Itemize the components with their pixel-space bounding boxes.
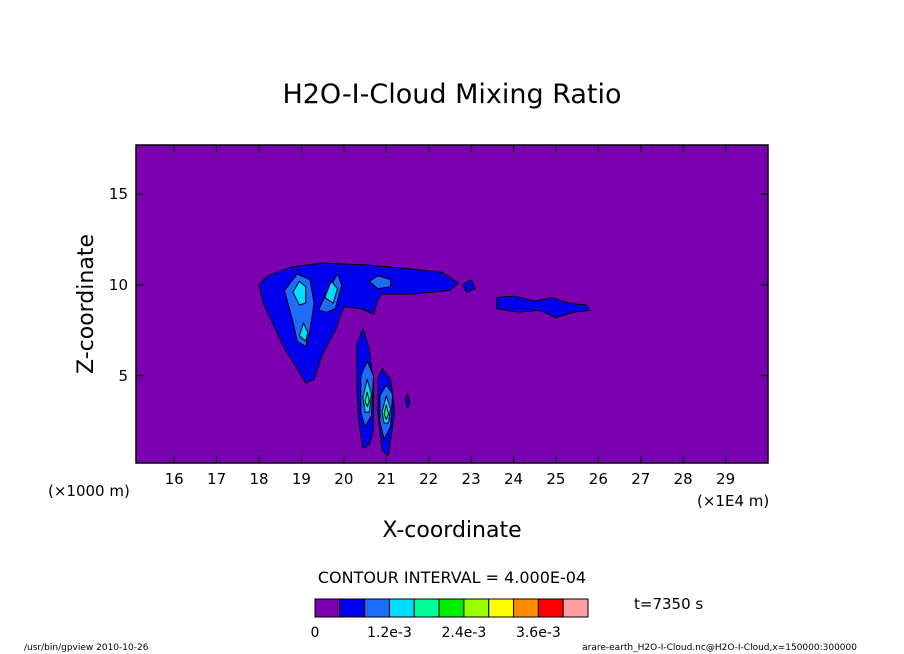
x-tick-label: 27 (631, 470, 650, 488)
contour-region-max-lower-left (364, 391, 370, 408)
colorbar-swatch (438, 598, 465, 618)
x-tick-label: 22 (419, 470, 438, 488)
plot-area: 16 17 18 19 20 21 22 23 24 25 26 27 28 29 5 10 15 (109, 144, 769, 488)
colorbar-tick-label: 2.4e-3 (441, 625, 486, 641)
x-tick-label: 23 (462, 470, 481, 488)
contour-region-peak-upper-lower (298, 322, 309, 342)
colorbar-swatch (562, 598, 589, 618)
colorbar-tick-label: 0 (311, 625, 320, 641)
colorbar (314, 598, 589, 618)
y-axis-ticks: 5 10 15 (109, 185, 768, 385)
y-axis-scale-note: (×1000 m) (48, 482, 130, 500)
x-tick-label: 29 (716, 470, 735, 488)
contour-region-core-upper-small (368, 275, 391, 290)
x-tick-label: 28 (674, 470, 693, 488)
colorbar-swatch (488, 598, 515, 618)
contour-fills (258, 262, 591, 457)
contour-region-peak-upper-left (292, 280, 307, 306)
x-tick-label: 24 (504, 470, 523, 488)
x-axis-label: X-coordinate (382, 518, 521, 543)
colorbar-swatch (413, 598, 440, 618)
x-axis-ticks: 16 17 18 19 20 21 22 23 24 25 26 27 28 29 (165, 145, 735, 488)
colorbar-labels: 0 1.2e-3 2.4e-3 3.6e-3 (311, 625, 561, 641)
colorbar-tick-label: 3.6e-3 (516, 625, 561, 641)
contour-region-peak-upper-mid (324, 280, 338, 304)
colorbar-swatch (388, 598, 415, 618)
x-tick-label: 17 (207, 470, 226, 488)
x-tick-label: 21 (377, 470, 396, 488)
footer-left: /usr/bin/gpview 2010-10-26 (24, 643, 149, 653)
contour-interval-text: CONTOUR INTERVAL = 4.000E-04 (318, 568, 586, 587)
plot-background (136, 145, 768, 463)
contour-region-core-upper-left (284, 273, 315, 348)
x-tick-label: 26 (589, 470, 608, 488)
contour-region-anvil-tail (496, 295, 591, 319)
chart-title: H2O-I-Cloud Mixing Ratio (282, 79, 621, 110)
contour-region-anvil-blob-right (462, 279, 476, 293)
x-axis-scale-note: (×1E4 m) (697, 492, 769, 510)
colorbar-swatch (339, 598, 366, 618)
colorbar-swatch (537, 598, 564, 618)
x-tick-label: 18 (249, 470, 268, 488)
x-tick-label: 25 (546, 470, 565, 488)
y-axis-label: Z-coordinate (74, 234, 99, 374)
x-tick-label: 16 (165, 470, 184, 488)
colorbar-swatch (463, 598, 490, 618)
colorbar-swatch (364, 598, 390, 618)
contour-region-max-lower-right (383, 404, 389, 420)
plot-frame (135, 144, 769, 464)
footer-right: arare-earth_H2O-I-Cloud.nc@H2O-I-Cloud,x… (582, 643, 857, 653)
y-tick-label: 15 (109, 185, 128, 203)
x-tick-label: 20 (334, 470, 353, 488)
colorbar-tick-label: 1.2e-3 (367, 625, 412, 641)
time-label: t=7350 s (634, 595, 703, 613)
x-tick-label: 19 (292, 470, 311, 488)
y-tick-label: 10 (109, 276, 128, 294)
y-tick-label: 5 (118, 367, 128, 385)
contour-region-small-streak (404, 393, 411, 409)
colorbar-swatch (513, 598, 539, 618)
colorbar-swatch (314, 598, 341, 618)
